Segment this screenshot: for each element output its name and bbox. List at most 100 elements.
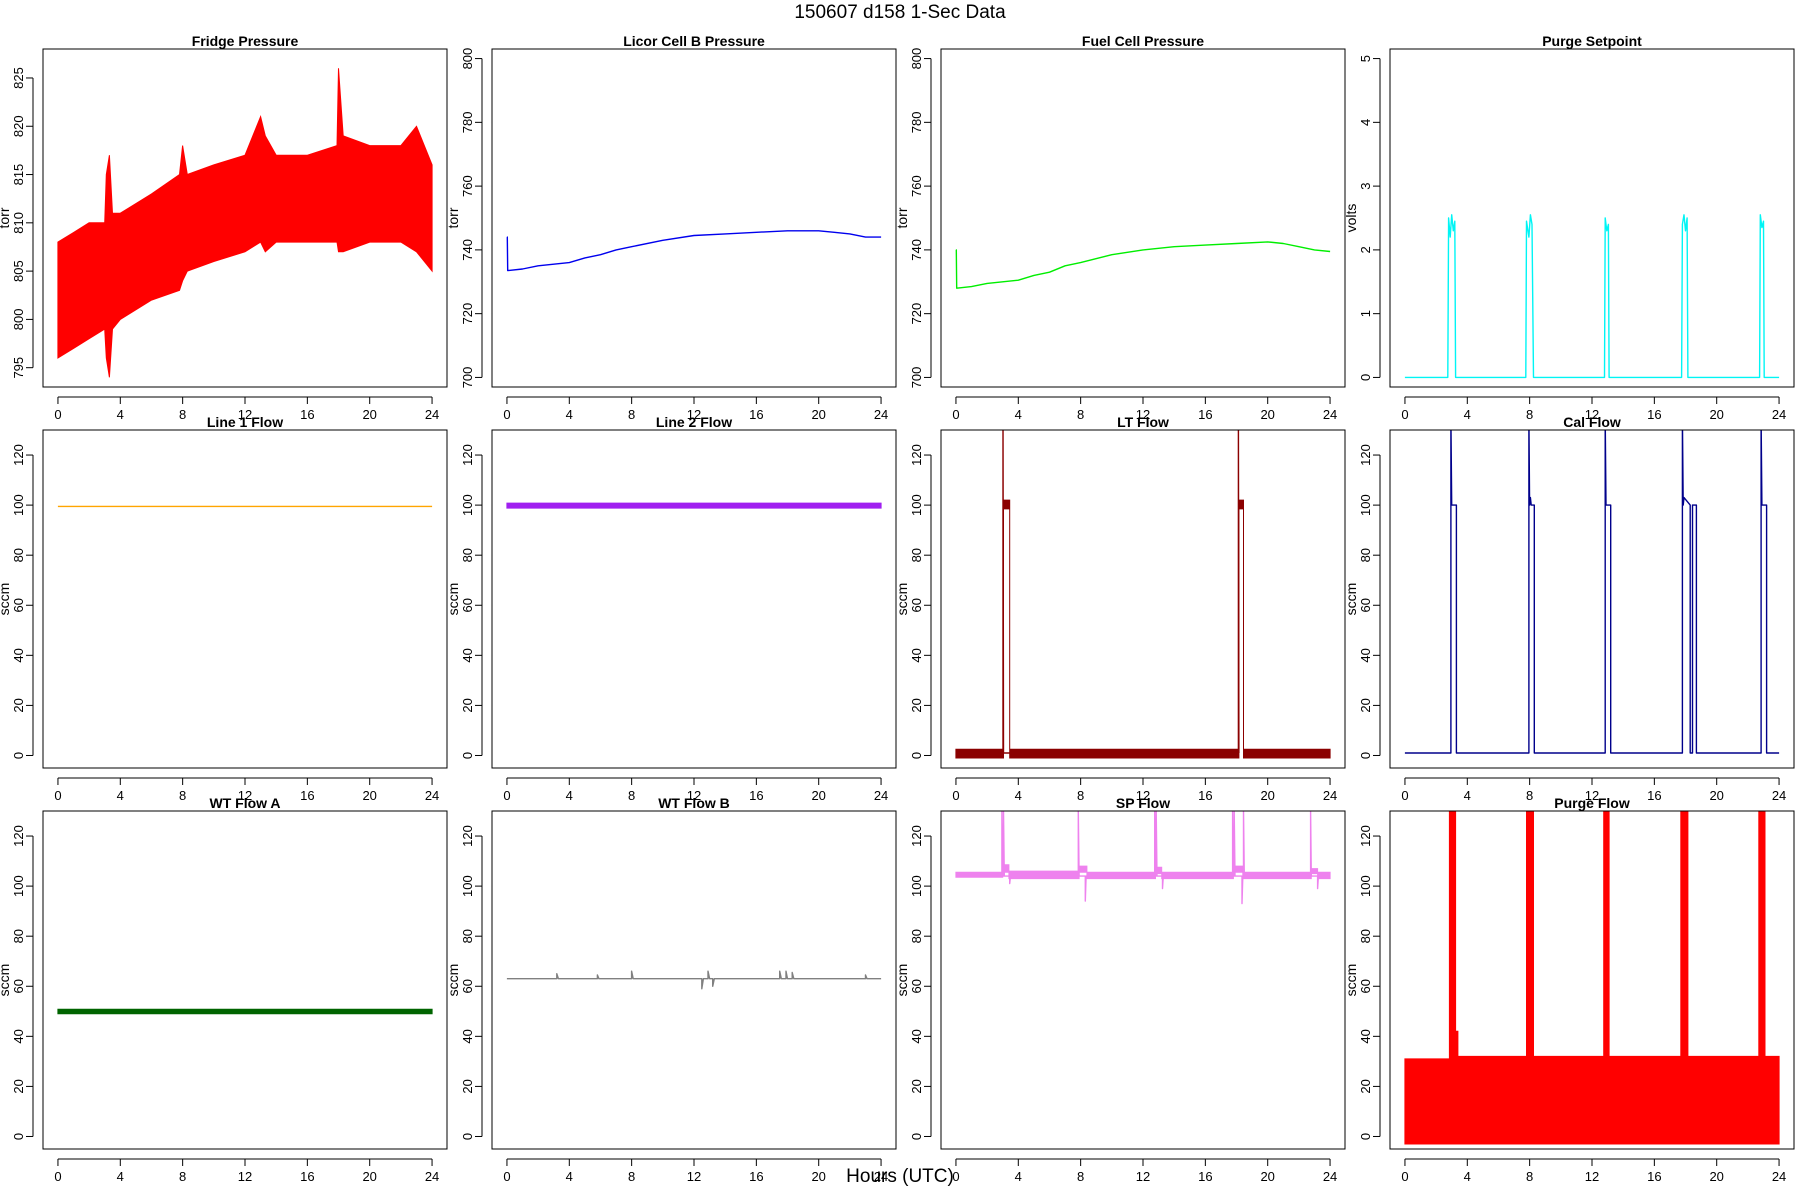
panel-title: Line 1 Flow [207, 414, 283, 430]
y-tick-label: 760 [909, 175, 924, 197]
x-tick-label: 16 [1647, 1169, 1661, 1184]
x-tick-label: 4 [1015, 788, 1022, 803]
y-tick-label: 40 [11, 1029, 26, 1043]
y-tick-label: 0 [1358, 752, 1373, 759]
x-tick-label: 16 [1198, 1169, 1212, 1184]
panel-title: Cal Flow [1563, 414, 1621, 430]
x-tick-label: 4 [117, 1169, 124, 1184]
panel-data [1404, 430, 1780, 754]
y-tick-label: 820 [11, 115, 26, 137]
x-axis: 0 4 8 12 16 20 24 [1401, 1158, 1786, 1184]
x-axis: 0 4 8 12 16 20 24 [54, 396, 439, 422]
panel-title: Purge Flow [1554, 795, 1630, 811]
panel-title: Licor Cell B Pressure [623, 33, 765, 49]
y-axis: 700 720 740 760 780 800 torr [894, 48, 932, 389]
x-tick-label: 8 [1526, 1169, 1533, 1184]
y-tick-label: 780 [909, 111, 924, 133]
x-tick-label: 8 [179, 407, 186, 422]
x-axis: 0 4 8 12 16 20 24 [54, 777, 439, 803]
panel-title: LT Flow [1117, 414, 1169, 430]
x-tick-label: 8 [628, 788, 635, 803]
x-tick-label: 0 [54, 1169, 61, 1184]
x-tick-label: 24 [1772, 788, 1786, 803]
x-tick-label: 20 [362, 407, 376, 422]
y-axis: 0 20 40 60 80 100 120 sccm [445, 825, 483, 1140]
y-axis-title: torr [894, 207, 910, 228]
y-tick-label: 100 [1358, 494, 1373, 516]
series-band-0 [1404, 811, 1780, 1145]
x-tick-label: 0 [952, 1169, 959, 1184]
y-tick-label: 805 [11, 260, 26, 282]
panel-purge-flow: Purge Flow 0 4 8 12 16 20 24 0 20 40 60 80 100 120 sccm [1343, 795, 1795, 1184]
y-tick-label: 80 [11, 548, 26, 562]
x-axis: 0 4 8 12 16 20 24 [503, 396, 888, 422]
y-tick-label: 0 [460, 752, 475, 759]
panel-sp-flow: SP Flow 0 4 8 12 16 20 24 0 20 40 60 80 100 120 sccm [894, 795, 1346, 1184]
panel-data [506, 230, 882, 272]
y-tick-label: 795 [11, 357, 26, 379]
y-tick-label: 80 [909, 929, 924, 943]
x-tick-label: 20 [1260, 788, 1274, 803]
x-axis: 0 4 8 12 16 20 24 [503, 777, 888, 803]
x-tick-label: 0 [54, 788, 61, 803]
x-tick-label: 12 [1585, 407, 1599, 422]
series-band-0 [57, 68, 433, 378]
panel-title: Fridge Pressure [192, 33, 299, 49]
y-tick-label: 120 [1358, 825, 1373, 847]
y-tick-label: 100 [11, 875, 26, 897]
x-tick-label: 24 [1772, 407, 1786, 422]
y-axis-title: volts [1343, 204, 1359, 233]
x-tick-label: 16 [1647, 407, 1661, 422]
x-tick-label: 12 [687, 1169, 701, 1184]
x-tick-label: 16 [749, 407, 763, 422]
y-tick-label: 20 [460, 1079, 475, 1093]
x-tick-label: 4 [117, 407, 124, 422]
panel-title: WT Flow B [658, 795, 730, 811]
y-axis: 795 800 805 810 815 820 825 torr [0, 67, 34, 379]
panel-licor-cell-b-pressure: Licor Cell B Pressure 0 4 8 12 16 20 24 700 720 74… [445, 33, 897, 422]
x-tick-label: 12 [1136, 1169, 1150, 1184]
x-tick-label: 8 [1526, 788, 1533, 803]
x-tick-label: 12 [238, 407, 252, 422]
x-tick-label: 24 [425, 1169, 439, 1184]
series-band-0 [955, 864, 1331, 880]
y-axis: 0 20 40 60 80 100 120 sccm [445, 444, 483, 759]
y-tick-label: 0 [909, 752, 924, 759]
x-tick-label: 0 [503, 407, 510, 422]
y-tick-label: 120 [11, 825, 26, 847]
x-tick-label: 0 [1401, 788, 1408, 803]
series-line-1 [1002, 430, 1240, 754]
x-tick-label: 8 [1077, 407, 1084, 422]
series-band-0 [955, 499, 1331, 759]
y-tick-label: 80 [460, 929, 475, 943]
y-tick-label: 740 [909, 239, 924, 261]
y-tick-label: 0 [1358, 374, 1373, 381]
series-line-0 [506, 970, 882, 990]
y-axis: 0 20 40 60 80 100 120 sccm [894, 444, 932, 759]
panel-data [1404, 811, 1780, 1145]
x-tick-label: 20 [1709, 788, 1723, 803]
y-tick-label: 80 [1358, 929, 1373, 943]
panel-title: WT Flow A [209, 795, 280, 811]
y-tick-label: 740 [460, 239, 475, 261]
y-tick-label: 700 [909, 367, 924, 389]
y-tick-label: 120 [909, 444, 924, 466]
y-tick-label: 40 [1358, 648, 1373, 662]
x-tick-label: 24 [874, 1169, 888, 1184]
panel-data [57, 1008, 433, 1015]
plot-frame [42, 429, 448, 769]
y-tick-label: 100 [11, 494, 26, 516]
x-axis: 0 4 8 12 16 20 24 [952, 1158, 1337, 1184]
y-tick-label: 120 [909, 825, 924, 847]
plot-frame [940, 429, 1346, 769]
x-tick-label: 16 [1198, 788, 1212, 803]
y-axis: 0 20 40 60 80 100 120 sccm [1343, 825, 1381, 1140]
y-tick-label: 80 [909, 548, 924, 562]
y-tick-label: 60 [1358, 598, 1373, 612]
x-tick-label: 16 [300, 788, 314, 803]
panel-fuel-cell-pressure: Fuel Cell Pressure 0 4 8 12 16 20 24 700 720 740 76… [894, 33, 1346, 422]
x-tick-label: 24 [425, 788, 439, 803]
y-tick-label: 800 [460, 48, 475, 70]
x-tick-label: 20 [811, 407, 825, 422]
y-tick-label: 825 [11, 67, 26, 89]
